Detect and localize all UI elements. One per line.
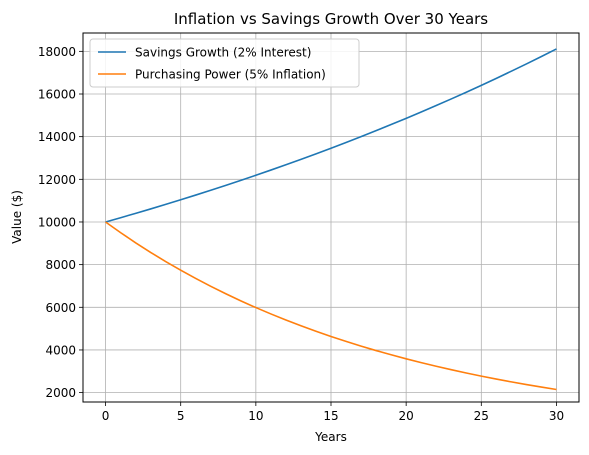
grid — [83, 33, 579, 402]
x-tick-label: 25 — [474, 409, 489, 423]
legend-label-1: Savings Growth (2% Interest) — [135, 46, 311, 60]
series-line-2 — [105, 221, 557, 391]
y-axis: 2000 4000 6000 8000 10000 12000 14000 16000 1800… — [38, 45, 83, 400]
y-tick-label: 10000 — [38, 215, 76, 229]
y-tick-label: 18000 — [38, 45, 76, 59]
x-tick-label: 30 — [549, 409, 564, 423]
y-tick-label: 8000 — [45, 258, 76, 272]
legend-box — [89, 38, 360, 88]
x-tick-label: 5 — [177, 409, 185, 423]
chart-title: Inflation vs Savings Growth Over 30 Year… — [174, 10, 488, 28]
series-line-1 — [105, 48, 557, 223]
legend-label-2: Purchasing Power (5% Inflation) — [135, 68, 326, 82]
x-tick-label: 10 — [248, 409, 263, 423]
x-axis-label: Years — [314, 430, 347, 444]
y-tick-label: 12000 — [38, 173, 76, 187]
y-tick-label: 14000 — [38, 130, 76, 144]
series-layer — [105, 48, 557, 391]
x-tick-label: 0 — [102, 409, 110, 423]
x-tick-label: 20 — [399, 409, 414, 423]
x-tick-label: 15 — [323, 409, 338, 423]
y-tick-label: 4000 — [45, 343, 76, 357]
y-tick-label: 6000 — [45, 301, 76, 315]
y-axis-label: Value ($) — [10, 190, 24, 244]
legend: Savings Growth (2% Interest) Purchasing P… — [89, 38, 360, 88]
y-tick-label: 2000 — [45, 386, 76, 400]
y-tick-label: 16000 — [38, 88, 76, 102]
x-axis: 0 5 10 15 20 25 30 — [102, 402, 564, 423]
